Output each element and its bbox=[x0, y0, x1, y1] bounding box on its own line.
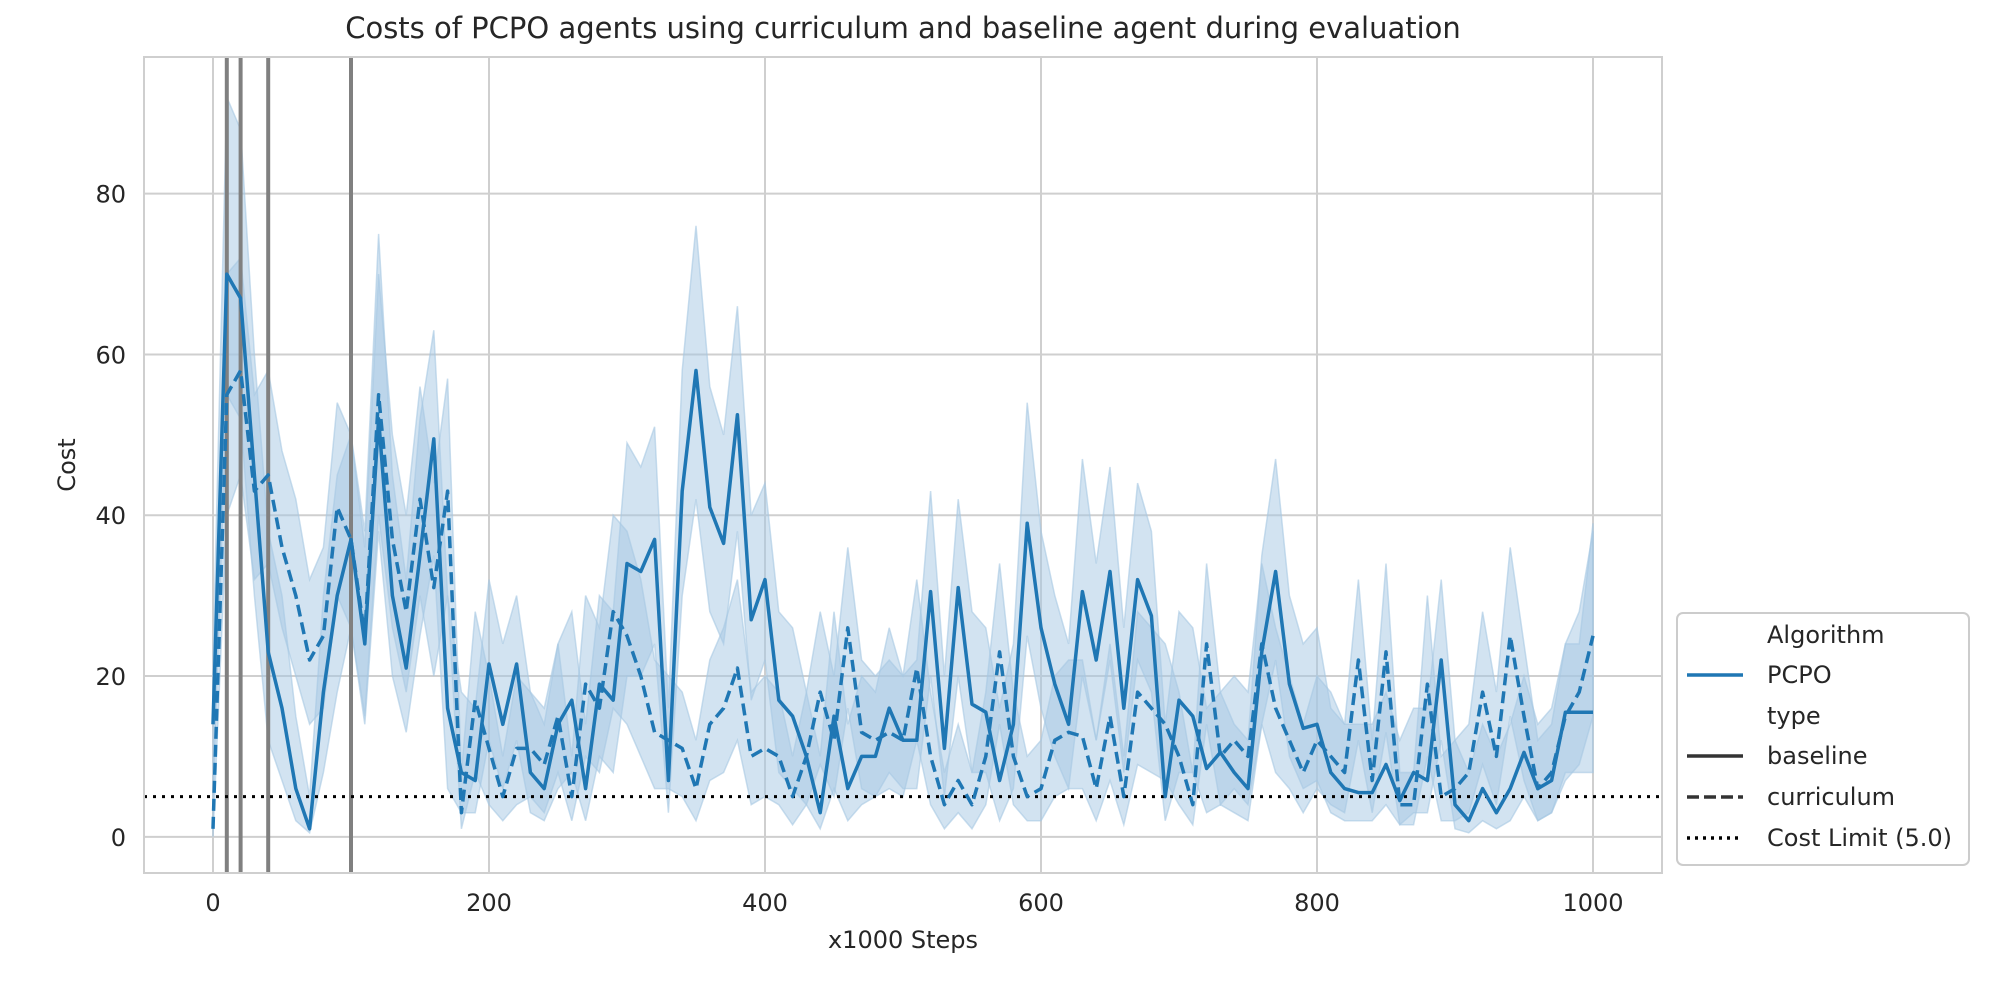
legend-label-cost-limit: Cost Limit (5.0) bbox=[1767, 824, 1952, 852]
x-tick-label: 0 bbox=[205, 889, 220, 917]
x-axis-label: x1000 Steps bbox=[828, 926, 978, 954]
chart-title: Costs of PCPO agents using curriculum an… bbox=[345, 11, 1461, 45]
band-curriculum bbox=[212, 256, 1594, 837]
x-tick-label: 800 bbox=[1294, 889, 1340, 917]
legend-title-type: type bbox=[1767, 702, 1821, 730]
legend-box bbox=[1676, 612, 1970, 866]
y-tick-label: 20 bbox=[95, 663, 126, 691]
x-tick-labels: 0 200 400 600 800 1000 bbox=[205, 889, 1623, 917]
y-tick-label: 40 bbox=[95, 502, 126, 530]
y-tick-label: 0 bbox=[111, 824, 126, 852]
x-tick-label: 1000 bbox=[1562, 889, 1623, 917]
confidence-bands bbox=[212, 96, 1594, 837]
legend-title-algorithm: Algorithm bbox=[1767, 621, 1885, 649]
y-tick-label: 80 bbox=[95, 181, 126, 209]
y-tick-label: 60 bbox=[95, 341, 126, 369]
legend-label-pcpo: PCPO bbox=[1767, 661, 1832, 689]
vertical-markers bbox=[224, 57, 353, 873]
legend-label-baseline: baseline bbox=[1767, 742, 1868, 770]
y-axis-label: Cost bbox=[53, 438, 81, 491]
x-tick-label: 600 bbox=[1018, 889, 1064, 917]
legend-label-curriculum: curriculum bbox=[1767, 783, 1895, 811]
series-lines bbox=[211, 272, 1595, 831]
x-tick-label: 400 bbox=[742, 889, 788, 917]
plot-frame bbox=[143, 56, 1663, 874]
y-tick-labels: 0 20 40 60 80 bbox=[95, 181, 126, 852]
line-baseline bbox=[211, 272, 1593, 831]
legend: Algorithm PCPO type baseline curriculum … bbox=[1676, 612, 1970, 866]
x-tick-label: 200 bbox=[466, 889, 512, 917]
